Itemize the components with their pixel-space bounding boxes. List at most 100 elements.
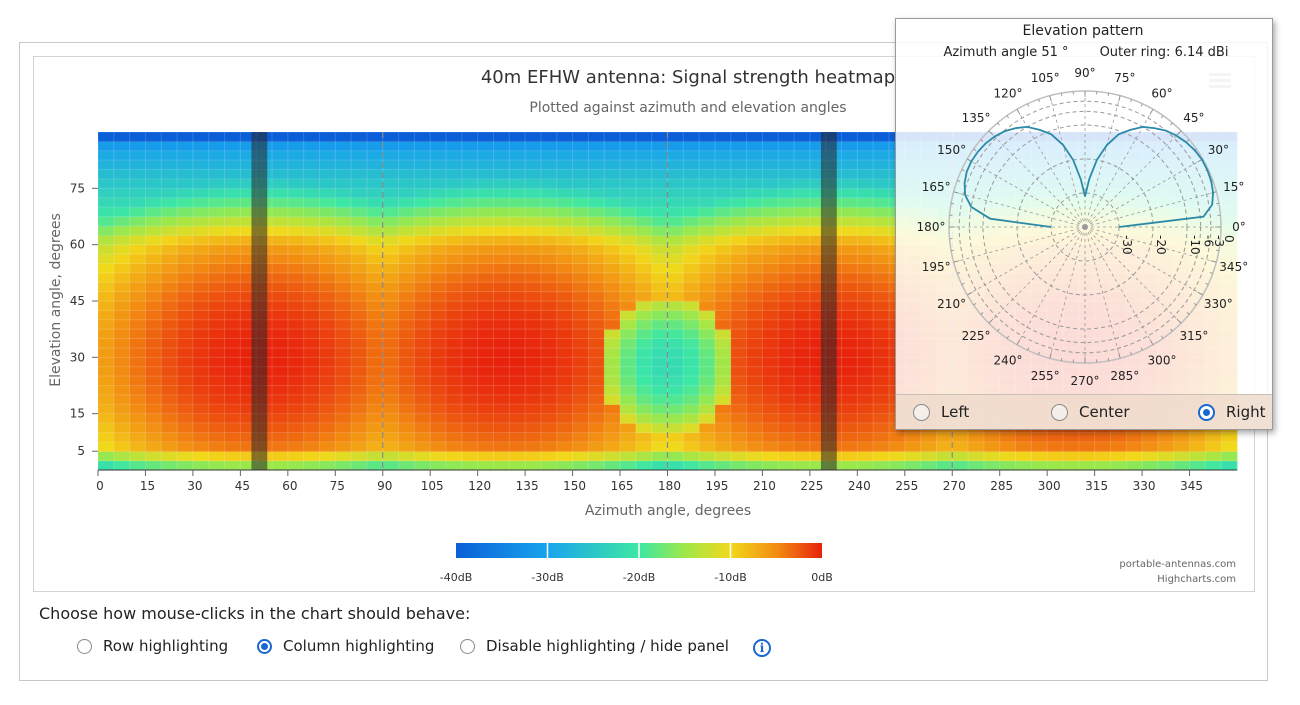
heatmap-cell	[398, 207, 415, 217]
polar-tick	[1038, 99, 1040, 103]
heatmap-cell	[778, 301, 795, 311]
heatmap-cell	[446, 329, 463, 340]
heatmap-cell	[177, 385, 194, 396]
panel-option-left[interactable]: Left	[913, 403, 969, 421]
radio-column-highlighting[interactable]	[257, 638, 272, 654]
heatmap-cell	[873, 301, 890, 311]
heatmap-cell	[604, 347, 621, 358]
heatmap-cell	[873, 385, 890, 396]
heatmap-cell	[1157, 441, 1175, 452]
heatmap-cell	[129, 338, 146, 349]
heatmap-cell	[366, 441, 384, 452]
credit-site[interactable]: portable-antennas.com	[1119, 559, 1236, 570]
heatmap-cell	[667, 178, 684, 189]
heatmap-cell	[588, 282, 605, 293]
heatmap-cell	[303, 460, 320, 471]
polar-tick	[1170, 122, 1173, 126]
heatmap-cell	[382, 235, 400, 246]
heatmap-cell	[161, 150, 178, 161]
option-disable-highlighting[interactable]: Disable highlighting / hide panel	[460, 637, 729, 655]
heatmap-cell	[208, 394, 226, 405]
heatmap-cell	[556, 310, 574, 321]
heatmap-cell	[430, 301, 447, 311]
heatmap-cell	[683, 451, 700, 462]
heatmap-cell	[366, 216, 384, 227]
heatmap-cell	[620, 385, 637, 396]
heatmap-cell	[778, 451, 795, 462]
heatmap-cell	[794, 160, 811, 171]
heatmap-cell	[778, 132, 795, 142]
heatmap-cell	[303, 366, 320, 377]
heatmap-cell	[129, 441, 146, 452]
heatmap-cell	[873, 188, 890, 199]
heatmap-cell	[762, 394, 779, 405]
heatmap-cell	[240, 254, 257, 264]
heatmap-cell	[477, 254, 494, 264]
heatmap-cell	[240, 235, 257, 246]
heatmap-cell	[287, 272, 305, 283]
heatmap-cell	[714, 216, 732, 227]
heatmap-cell	[873, 291, 890, 302]
heatmap-cell	[525, 244, 542, 255]
heatmap-cell	[778, 188, 795, 199]
heatmap-cell	[620, 216, 637, 227]
heatmap-cell	[683, 432, 700, 443]
heatmap-cell	[525, 150, 542, 161]
option-column-highlighting[interactable]: Column highlighting	[257, 637, 434, 655]
heatmap-cells[interactable]	[98, 132, 1238, 471]
heatmap-cell	[446, 413, 463, 424]
radio-left[interactable]	[913, 403, 930, 421]
heatmap-cell	[651, 291, 668, 302]
heatmap-cell	[366, 235, 384, 246]
heatmap-cell	[857, 225, 874, 236]
heatmap-cell	[1031, 460, 1048, 471]
heatmap-cell	[192, 235, 210, 246]
heatmap-cell	[177, 347, 194, 358]
heatmap-cell	[161, 319, 178, 330]
option-row-highlighting[interactable]: Row highlighting	[77, 637, 228, 655]
x-tick-label: 330	[1133, 479, 1156, 493]
heatmap-cell	[335, 207, 352, 217]
heatmap-cell	[493, 225, 510, 236]
heatmap-cell	[730, 460, 748, 471]
polar-tick	[1130, 351, 1132, 355]
heatmap-cell	[778, 357, 795, 368]
x-tick-label: 0	[96, 479, 104, 493]
heatmap-cell	[272, 394, 289, 405]
heatmap-cell	[540, 451, 558, 462]
heatmap-cell	[240, 394, 257, 405]
heatmap-cell	[604, 385, 621, 396]
heatmap-cell	[272, 263, 289, 274]
heatmap-cell	[129, 376, 146, 386]
heatmap-cell	[540, 254, 558, 264]
heatmap-cell	[873, 404, 890, 415]
heatmap-cell	[145, 301, 162, 311]
heatmap-cell	[319, 197, 336, 208]
heatmap-cell	[414, 366, 431, 377]
heatmap-cell	[730, 160, 748, 171]
heatmap-cell	[699, 432, 716, 443]
heatmap-cell	[509, 366, 526, 377]
heatmap-cell	[873, 244, 890, 255]
polar-angle-label: 120°	[994, 87, 1023, 101]
option-disable-highlighting-label: Disable highlighting / hide panel	[486, 637, 729, 655]
heatmap-cell	[287, 319, 305, 330]
credit-highcharts[interactable]: Highcharts.com	[1157, 574, 1236, 585]
heatmap-cell	[540, 225, 558, 236]
heatmap-cell	[730, 310, 748, 321]
radio-right[interactable]	[1198, 403, 1215, 421]
heatmap-cell	[461, 366, 479, 377]
panel-option-center[interactable]: Center	[1051, 403, 1130, 421]
heatmap-cell	[208, 319, 226, 330]
radio-row-highlighting[interactable]	[77, 638, 92, 654]
radio-disable-highlighting[interactable]	[460, 638, 475, 654]
radio-center[interactable]	[1051, 403, 1068, 421]
heatmap-cell	[161, 338, 178, 349]
heatmap-cell	[746, 301, 763, 311]
panel-option-right[interactable]: Right	[1198, 403, 1266, 421]
info-icon[interactable]: i	[753, 639, 771, 657]
heatmap-cell	[699, 291, 716, 302]
heatmap-cell	[272, 272, 289, 283]
heatmap-cell	[493, 254, 510, 264]
